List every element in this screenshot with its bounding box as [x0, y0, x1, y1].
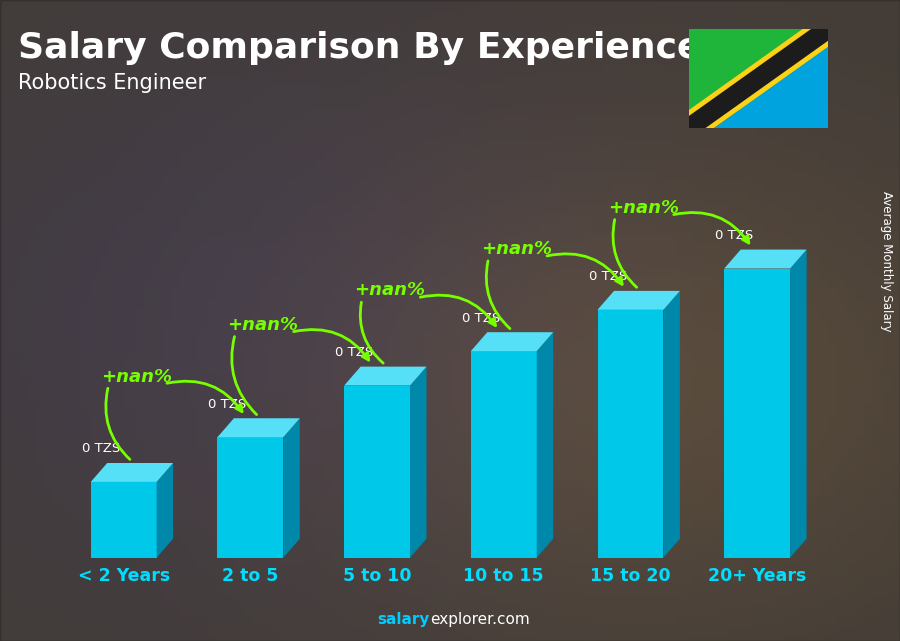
Text: Average Monthly Salary: Average Monthly Salary [880, 190, 893, 331]
Text: salary: salary [378, 612, 430, 627]
Text: +nan%: +nan% [101, 367, 172, 385]
Text: 0 TZS: 0 TZS [462, 312, 500, 324]
Polygon shape [790, 249, 806, 558]
Polygon shape [344, 367, 427, 385]
Polygon shape [471, 332, 554, 351]
Text: +nan%: +nan% [608, 199, 679, 217]
Text: +nan%: +nan% [481, 240, 552, 258]
Text: 0 TZS: 0 TZS [716, 229, 753, 242]
Polygon shape [724, 249, 806, 269]
Polygon shape [344, 385, 410, 558]
Polygon shape [663, 291, 680, 558]
Polygon shape [157, 463, 173, 558]
Polygon shape [284, 419, 300, 558]
Polygon shape [688, 29, 828, 110]
Text: 0 TZS: 0 TZS [589, 271, 626, 283]
Polygon shape [218, 437, 284, 558]
Text: Robotics Engineer: Robotics Engineer [18, 73, 206, 93]
Polygon shape [688, 11, 828, 146]
Polygon shape [91, 463, 173, 482]
Polygon shape [471, 351, 536, 558]
Text: 0 TZS: 0 TZS [82, 442, 120, 455]
Text: Salary Comparison By Experience: Salary Comparison By Experience [18, 31, 701, 65]
Text: explorer.com: explorer.com [430, 612, 530, 627]
Polygon shape [91, 482, 157, 558]
Text: +nan%: +nan% [228, 316, 299, 334]
Polygon shape [218, 419, 300, 437]
Polygon shape [724, 269, 790, 558]
Polygon shape [410, 367, 427, 558]
Polygon shape [536, 332, 554, 558]
Polygon shape [688, 47, 828, 146]
Polygon shape [598, 291, 680, 310]
Polygon shape [688, 17, 828, 140]
Text: 0 TZS: 0 TZS [335, 346, 374, 359]
Text: 0 TZS: 0 TZS [209, 397, 247, 411]
Text: +nan%: +nan% [355, 281, 426, 299]
Polygon shape [598, 310, 663, 558]
